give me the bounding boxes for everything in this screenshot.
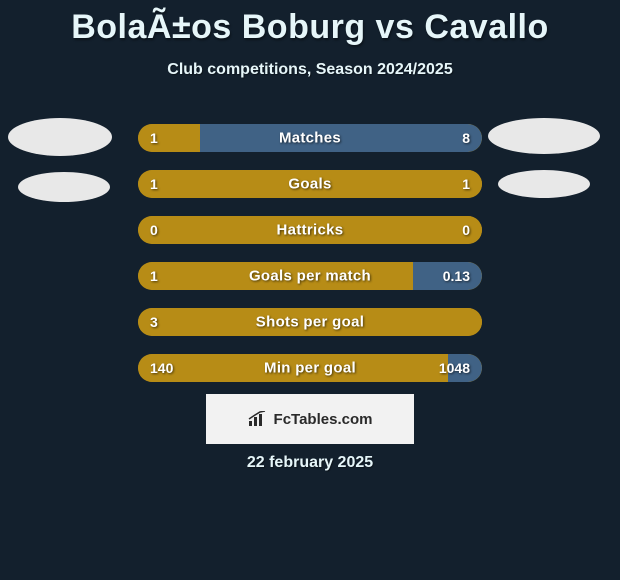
player-blob bbox=[498, 170, 590, 198]
subtitle: Club competitions, Season 2024/2025 bbox=[0, 61, 620, 79]
left-player-shapes bbox=[8, 118, 112, 202]
stat-bar-label: Matches bbox=[138, 130, 482, 147]
stat-bar-label: Hattricks bbox=[138, 222, 482, 239]
stat-bar-label: Shots per goal bbox=[138, 314, 482, 331]
source-badge-text: FcTables.com bbox=[274, 411, 373, 428]
chart-icon bbox=[248, 411, 268, 427]
stat-bar-left-value: 1 bbox=[150, 268, 158, 284]
date-label: 22 february 2025 bbox=[0, 454, 620, 472]
stat-bar-left-value: 1 bbox=[150, 176, 158, 192]
page-title: BolaÃ±os Boburg vs Cavallo bbox=[0, 0, 620, 47]
stat-bar-label: Goals per match bbox=[138, 268, 482, 285]
stat-bar: Shots per goal3 bbox=[138, 308, 482, 336]
stat-bar-label: Goals bbox=[138, 176, 482, 193]
stat-bar-left-value: 140 bbox=[150, 360, 173, 376]
stat-bar-left-value: 1 bbox=[150, 130, 158, 146]
stat-bar-right-value: 0 bbox=[462, 222, 470, 238]
right-player-shapes bbox=[488, 118, 600, 198]
stat-bar-left-value: 3 bbox=[150, 314, 158, 330]
player-blob bbox=[488, 118, 600, 154]
stat-bar: Goals1 1 bbox=[138, 170, 482, 198]
stat-bar: Hattricks0 0 bbox=[138, 216, 482, 244]
stats-bars: Matches18Goals11Hattricks00Goals per mat… bbox=[138, 124, 482, 400]
stat-bar: Matches1 8 bbox=[138, 124, 482, 152]
stat-bar-left-value: 0 bbox=[150, 222, 158, 238]
stat-bar-right-value: 0.13 bbox=[443, 268, 470, 284]
player-blob bbox=[8, 118, 112, 156]
stat-bar-right-value: 1048 bbox=[439, 360, 470, 376]
stat-bar-right-value: 1 bbox=[462, 176, 470, 192]
stat-bar-right-value: 8 bbox=[462, 130, 470, 146]
source-badge: FcTables.com bbox=[206, 394, 414, 444]
stat-bar-label: Min per goal bbox=[138, 360, 482, 377]
player-blob bbox=[18, 172, 110, 202]
stat-bar: Min per goal140 1048 bbox=[138, 354, 482, 382]
stat-bar: Goals per match1 0.13 bbox=[138, 262, 482, 290]
